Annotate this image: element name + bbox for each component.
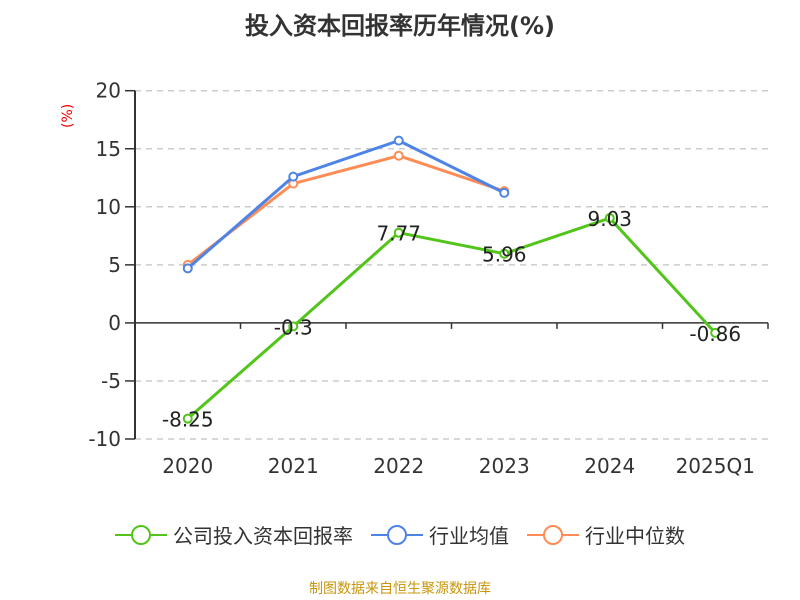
data-point xyxy=(288,321,299,332)
y-tick-label: 5 xyxy=(108,253,121,277)
y-tick-label: 15 xyxy=(96,137,121,161)
data-label: -8.25 xyxy=(162,408,214,432)
data-point xyxy=(393,227,404,238)
y-tick-label: 10 xyxy=(96,195,121,219)
data-label: -0.3 xyxy=(274,315,313,339)
legend-marker-icon xyxy=(371,524,423,545)
data-label: 7.77 xyxy=(376,222,421,246)
y-tick-label: -5 xyxy=(101,369,121,393)
x-tick-label: 2023 xyxy=(479,454,530,478)
series-line xyxy=(186,216,717,420)
data-point xyxy=(710,327,721,338)
data-label: -0.86 xyxy=(689,322,741,346)
x-tick-label: 2020 xyxy=(162,454,213,478)
x-tick-label: 2022 xyxy=(373,454,424,478)
x-tick-label: 2021 xyxy=(268,454,319,478)
data-point xyxy=(393,150,404,161)
series-line xyxy=(186,154,505,267)
legend-marker-icon xyxy=(527,524,579,545)
data-label: 9.03 xyxy=(587,207,632,231)
data-point xyxy=(393,135,404,146)
data-point xyxy=(499,248,510,259)
data-point xyxy=(288,171,299,182)
y-tick-label: -10 xyxy=(88,427,121,451)
legend-label: 行业中位数 xyxy=(585,524,685,548)
y-tick-label: 0 xyxy=(108,311,121,335)
legend: 公司投入资本回报率 行业均值 行业中位数 xyxy=(0,520,800,549)
series-line xyxy=(186,139,505,270)
legend-label: 公司投入资本回报率 xyxy=(173,524,353,548)
data-label: 5.96 xyxy=(482,243,527,267)
legend-label: 行业均值 xyxy=(429,524,509,548)
legend-marker-icon xyxy=(115,524,167,545)
legend-item[interactable]: 公司投入资本回报率 xyxy=(115,520,353,549)
legend-item[interactable]: 行业均值 xyxy=(371,520,509,549)
data-point xyxy=(182,413,193,424)
data-point xyxy=(604,213,615,224)
data-point xyxy=(499,187,510,198)
data-point xyxy=(182,263,193,274)
chart-title: 投入资本回报率历年情况(%) xyxy=(245,12,555,40)
legend-item[interactable]: 行业中位数 xyxy=(527,520,685,549)
x-tick-label: 2024 xyxy=(584,454,635,478)
x-tick-label: 2025Q1 xyxy=(676,454,755,478)
source-note: 制图数据来自恒生聚源数据库 xyxy=(309,581,491,597)
y-tick-label: 20 xyxy=(96,79,121,103)
